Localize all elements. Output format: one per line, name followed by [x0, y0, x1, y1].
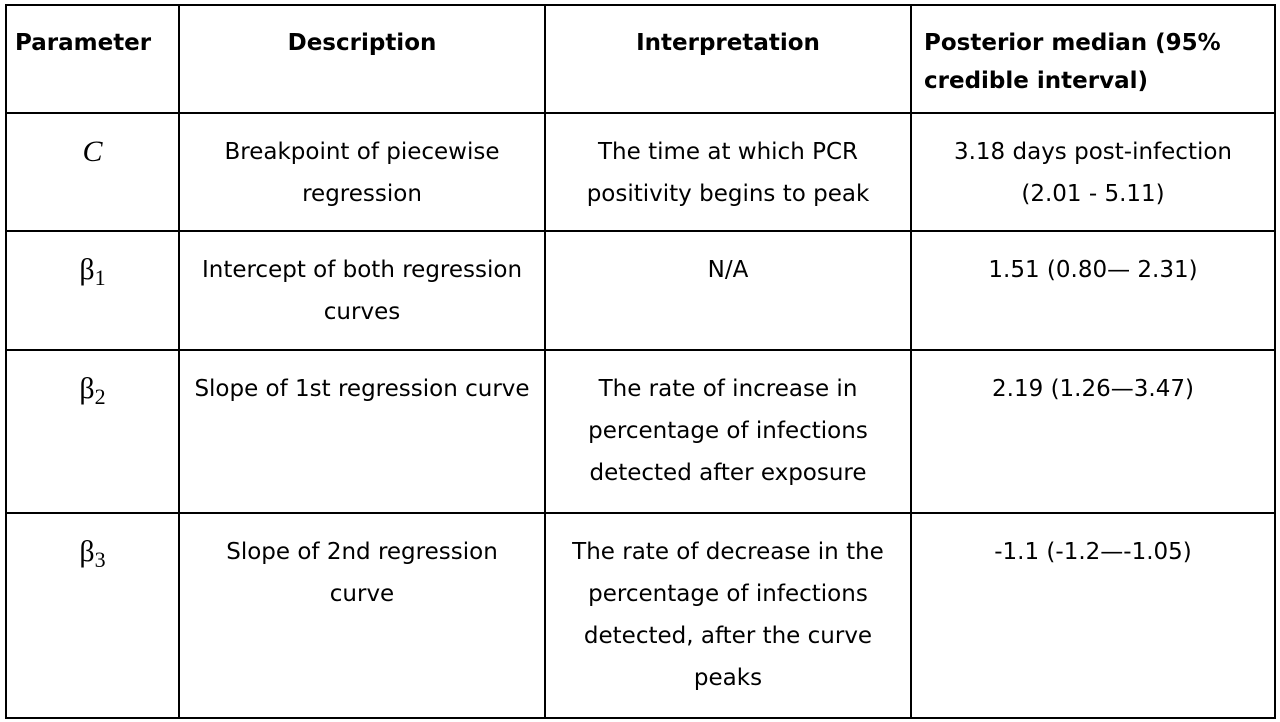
- header-parameter: Parameter: [5, 4, 180, 114]
- table-row: C Breakpoint of piecewise regression The…: [5, 112, 1276, 232]
- header-posterior: Posterior median (95% credible interval): [910, 4, 1276, 114]
- parameter-cell: C: [5, 112, 180, 232]
- parameter-symbol: β: [79, 372, 95, 405]
- parameter-cell: β2: [5, 349, 180, 514]
- parameter-symbol: β: [79, 535, 95, 568]
- posterior-cell: 1.51 (0.80— 2.31): [910, 230, 1276, 351]
- description-cell: Breakpoint of piecewise regression: [178, 112, 546, 232]
- table-row: β2 Slope of 1st regression curve The rat…: [5, 349, 1276, 514]
- parameter-subscript: 1: [94, 265, 106, 290]
- posterior-cell: 2.19 (1.26—3.47): [910, 349, 1276, 514]
- interpretation-cell: The rate of decrease in the percentage o…: [544, 512, 912, 719]
- description-cell: Intercept of both regression curves: [178, 230, 546, 351]
- interpretation-cell: The rate of increase in percentage of in…: [544, 349, 912, 514]
- interpretation-cell: The time at which PCR positivity begins …: [544, 112, 912, 232]
- parameter-cell: β1: [5, 230, 180, 351]
- interpretation-cell: N/A: [544, 230, 912, 351]
- header-interpretation: Interpretation: [544, 4, 912, 114]
- parameter-subscript: 2: [94, 384, 106, 409]
- parameter-symbol: C: [82, 135, 103, 168]
- description-cell: Slope of 1st regression curve: [178, 349, 546, 514]
- parameter-symbol: β: [79, 253, 95, 286]
- table-header-row: Parameter Description Interpretation Pos…: [5, 4, 1276, 114]
- posterior-cell: -1.1 (-1.2—-1.05): [910, 512, 1276, 719]
- parameter-subscript: 3: [94, 547, 106, 572]
- posterior-cell: 3.18 days post-infection (2.01 - 5.11): [910, 112, 1276, 232]
- table-row: β1 Intercept of both regression curves N…: [5, 230, 1276, 351]
- header-description: Description: [178, 4, 546, 114]
- parameter-cell: β3: [5, 512, 180, 719]
- description-cell: Slope of 2nd regression curve: [178, 512, 546, 719]
- table-row: β3 Slope of 2nd regression curve The rat…: [5, 512, 1276, 719]
- parameter-table: Parameter Description Interpretation Pos…: [5, 4, 1276, 719]
